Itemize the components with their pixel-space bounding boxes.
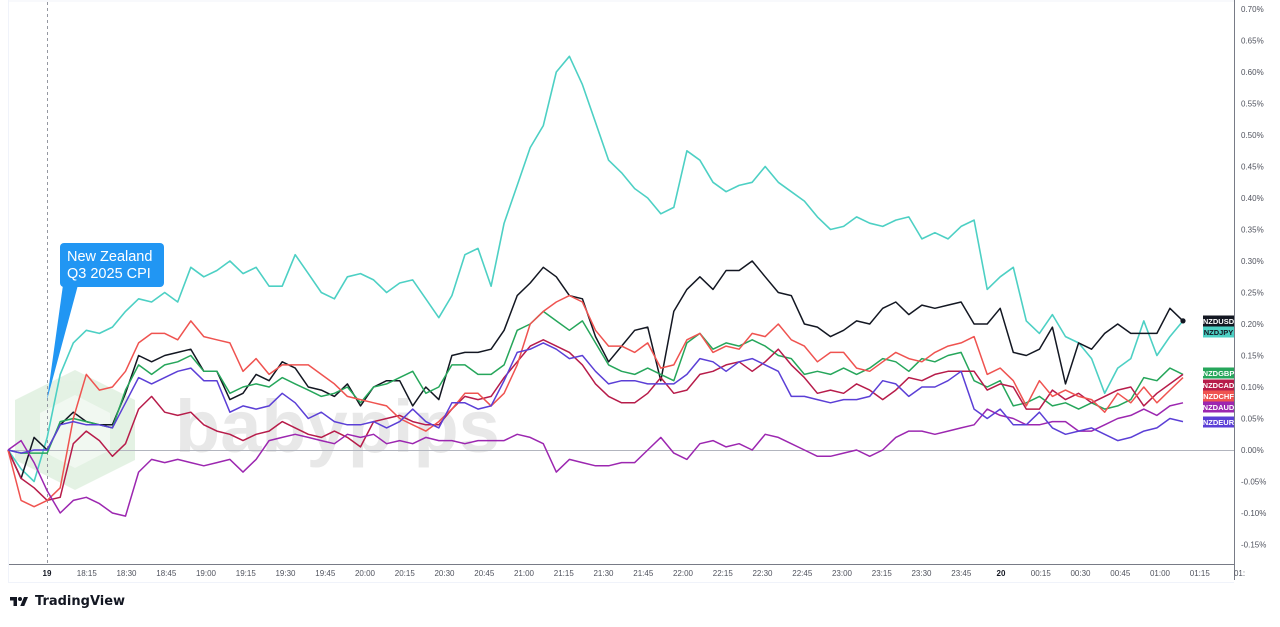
cpi-annotation-callout[interactable]: New Zealand Q3 2025 CPI bbox=[47, 243, 164, 400]
y-tick-label: 0.55% bbox=[1241, 100, 1264, 109]
x-tick-label: 22:15 bbox=[713, 569, 734, 578]
y-tick-label: -0.10% bbox=[1241, 509, 1266, 518]
series-line-nzdaud[interactable] bbox=[7, 402, 1184, 517]
svg-text:NZDUSD: NZDUSD bbox=[1203, 317, 1235, 326]
x-tick-label: 22:00 bbox=[673, 569, 694, 578]
series-line-nzdcad[interactable] bbox=[7, 339, 1184, 502]
series-label-nzdgbp: NZDGBP bbox=[1203, 367, 1235, 379]
price-axis[interactable]: 0.70% 0.65% 0.60% 0.55% 0.50% 0.45% 0.40% 0.35%… bbox=[1241, 5, 1266, 550]
x-tick-label: 23:00 bbox=[832, 569, 853, 578]
y-tick-label: 0.50% bbox=[1241, 131, 1264, 140]
x-tick-label: 21:45 bbox=[633, 569, 654, 578]
svg-text:NZDEUR: NZDEUR bbox=[1203, 418, 1235, 427]
x-tick-label: 00:30 bbox=[1070, 569, 1091, 578]
x-tick-label: 20:30 bbox=[434, 569, 455, 578]
x-tick-label: 22:45 bbox=[792, 569, 813, 578]
x-tick-label: 01:00 bbox=[1150, 569, 1171, 578]
x-tick-label: 21:30 bbox=[593, 569, 614, 578]
series-label-nzdeur: NZDEUR bbox=[1203, 416, 1235, 428]
x-tick-label: 22:30 bbox=[752, 569, 773, 578]
svg-text:NZDJPY: NZDJPY bbox=[1204, 328, 1234, 337]
y-tick-label: 0.40% bbox=[1241, 194, 1264, 203]
svg-text:NZDAUD: NZDAUD bbox=[1203, 403, 1235, 412]
series-label-nzdusd: NZDUSD bbox=[1203, 315, 1235, 327]
y-tick-label: 0.35% bbox=[1241, 226, 1264, 235]
x-tick-label: 19 bbox=[43, 569, 52, 578]
svg-text:NZDCHF: NZDCHF bbox=[1203, 392, 1234, 401]
x-tick-label: 19:30 bbox=[275, 569, 296, 578]
y-tick-label: 0.60% bbox=[1241, 68, 1264, 77]
nzdusd-last-point bbox=[1180, 318, 1186, 324]
y-tick-label: 0.20% bbox=[1241, 320, 1264, 329]
series-line-nzdgbp[interactable] bbox=[7, 310, 1184, 454]
series-label-nzdchf: NZDCHF bbox=[1203, 390, 1234, 402]
y-tick-label: 0.25% bbox=[1241, 289, 1264, 298]
x-tick-label: 19:00 bbox=[196, 569, 217, 578]
svg-text:NZDGBP: NZDGBP bbox=[1203, 369, 1235, 378]
y-tick-label: 0.10% bbox=[1241, 383, 1264, 392]
x-tick-label: 20:45 bbox=[474, 569, 495, 578]
x-tick-label: 21:15 bbox=[554, 569, 575, 578]
x-tick-label: 21:00 bbox=[514, 569, 535, 578]
series-label-nzdcad: NZDCAD bbox=[1203, 379, 1235, 391]
y-tick-label: 0.05% bbox=[1241, 415, 1264, 424]
y-tick-label: -0.15% bbox=[1241, 541, 1266, 550]
x-tick-label: 23:45 bbox=[951, 569, 972, 578]
x-tick-label: 01: bbox=[1234, 569, 1245, 578]
time-axis[interactable]: 19 18:15 18:30 18:45 19:00 19:15 19:30 19:45 20:… bbox=[43, 569, 1246, 578]
series-labels: NZDJPY NZDUSD NZDGBP NZDCAD NZDCHF NZDAUD NZDE… bbox=[1203, 315, 1235, 428]
x-tick-label: 19:15 bbox=[236, 569, 257, 578]
x-tick-label: 01:15 bbox=[1190, 569, 1211, 578]
series-line-nzdchf[interactable] bbox=[7, 294, 1184, 508]
y-tick-label: 0.30% bbox=[1241, 257, 1264, 266]
series-label-nzdaud: NZDAUD bbox=[1203, 401, 1235, 413]
y-tick-label: 0.15% bbox=[1241, 352, 1264, 361]
x-tick-label: 19:45 bbox=[315, 569, 336, 578]
x-tick-label: 00:15 bbox=[1031, 569, 1052, 578]
x-tick-label: 23:30 bbox=[911, 569, 932, 578]
x-tick-label: 20:15 bbox=[395, 569, 416, 578]
y-tick-label: 0.00% bbox=[1241, 446, 1264, 455]
x-tick-label: 23:15 bbox=[872, 569, 893, 578]
svg-text:NZDCAD: NZDCAD bbox=[1203, 381, 1235, 390]
series-layer bbox=[7, 55, 1184, 517]
y-tick-label: 0.70% bbox=[1241, 5, 1264, 14]
y-tick-label: -0.05% bbox=[1241, 478, 1266, 487]
x-tick-label: 20:00 bbox=[355, 569, 376, 578]
tradingview-logo-icon bbox=[10, 596, 28, 606]
tradingview-brand[interactable]: TradingView bbox=[8, 594, 125, 609]
x-tick-label: 20 bbox=[997, 569, 1006, 578]
series-line-nzdeur[interactable] bbox=[7, 342, 1184, 454]
y-tick-label: 0.45% bbox=[1241, 163, 1264, 172]
x-tick-label: 18:45 bbox=[156, 569, 177, 578]
annotation-line1: New Zealand bbox=[67, 249, 152, 265]
series-line-nzdjpy[interactable] bbox=[7, 55, 1184, 483]
x-tick-label: 18:15 bbox=[77, 569, 98, 578]
x-tick-label: 18:30 bbox=[116, 569, 137, 578]
y-tick-label: 0.65% bbox=[1241, 37, 1264, 46]
series-label-nzdjpy: NZDJPY bbox=[1203, 326, 1234, 338]
annotation-line2: Q3 2025 CPI bbox=[67, 266, 151, 282]
brand-name: TradingView bbox=[35, 594, 126, 609]
x-tick-label: 00:45 bbox=[1110, 569, 1131, 578]
